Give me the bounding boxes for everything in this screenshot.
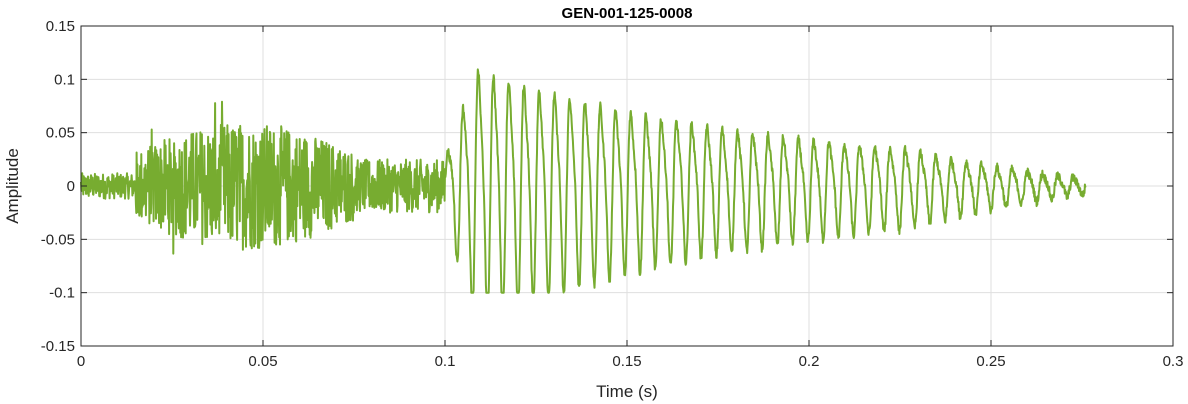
signal-line [80, 68, 1087, 294]
y-axis: -0.15 -0.1 -0.05 0 0.05 0.1 0.15 [41, 18, 1173, 355]
y-tick-label: 0.05 [46, 125, 75, 142]
x-tick-label: 0.15 [612, 353, 641, 370]
y-tick-label: -0.1 [49, 285, 75, 302]
x-tick-label: 0 [77, 353, 85, 370]
x-tick-label: 0.3 [1163, 353, 1184, 370]
y-tick-label: 0.15 [46, 18, 75, 35]
x-tick-label: 0.1 [435, 353, 456, 370]
y-tick-label: 0.1 [54, 71, 75, 88]
y-tick-label: -0.15 [41, 338, 75, 355]
signal-line-group [80, 68, 1087, 294]
x-axis-label: Time (s) [596, 382, 658, 401]
x-tick-label: 0.2 [799, 353, 820, 370]
x-tick-label: 0.05 [248, 353, 277, 370]
x-axis: 0 0.05 0.1 0.15 0.2 0.25 0.3 [77, 26, 1184, 370]
y-tick-label: -0.05 [41, 231, 75, 248]
y-tick-label: 0 [67, 178, 75, 195]
chart-title: GEN-001-125-0008 [562, 5, 693, 22]
y-axis-label: Amplitude [3, 148, 22, 224]
x-tick-label: 0.25 [976, 353, 1005, 370]
